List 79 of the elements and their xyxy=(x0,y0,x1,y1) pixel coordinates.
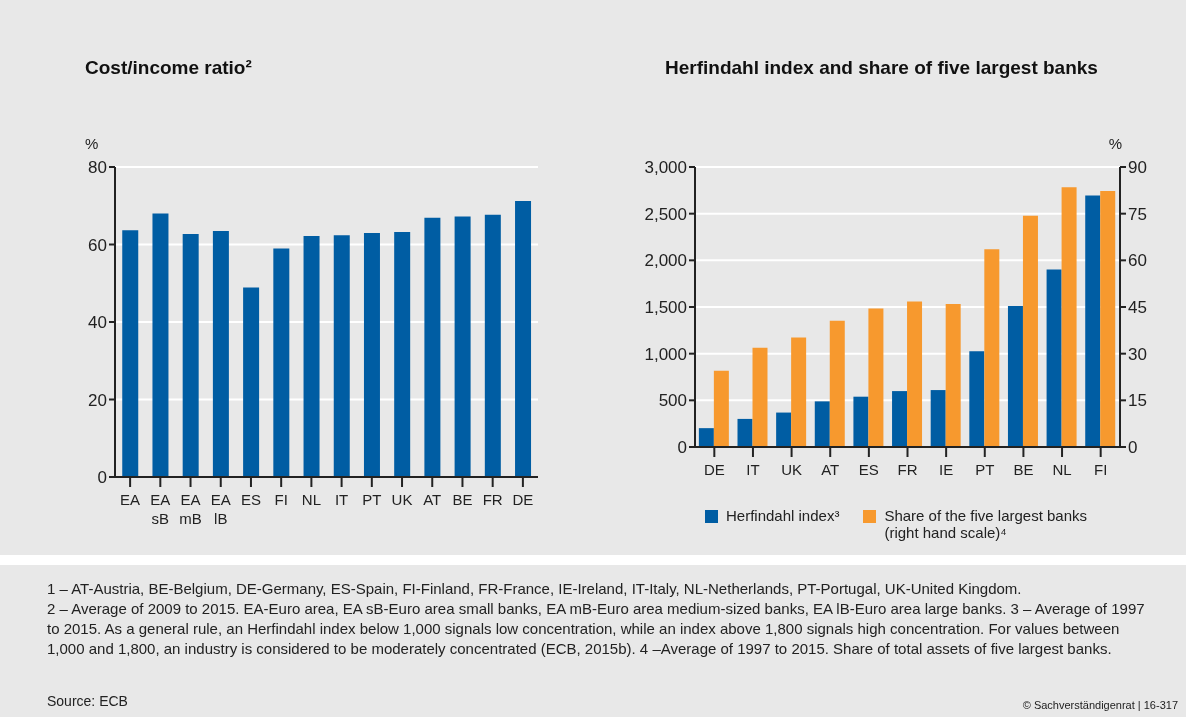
bar xyxy=(698,428,714,447)
x-tick-label: ES xyxy=(858,461,879,478)
x-tick-label: FR xyxy=(482,491,503,508)
x-tick-label: AT xyxy=(821,461,840,478)
x-tick-label: FI xyxy=(274,491,288,508)
x-tick-label: EA xyxy=(120,491,141,508)
bar xyxy=(776,412,792,447)
x-tick-label: DE xyxy=(703,461,725,478)
bar xyxy=(273,248,290,477)
y2-axis-title: % xyxy=(1108,135,1122,152)
x-tick-label: FI xyxy=(1094,461,1108,478)
bar xyxy=(303,235,320,477)
bar xyxy=(243,287,260,477)
x-tick-label: EA mB xyxy=(179,491,202,527)
text: 2 – Average of 2009 to 2015. EA-Euro area, EA sB-Euro area small banks, EA mB-Euro area medium-sized banks, EA lB-Euro area large banks. 3 – Average of 1997 to 2015. As a general rule, an Herfindahl index below 1,000 signals low concentration, while an index above 1,800 signals high concentration. For values between 1,000 and 1,800, an industry is considered to be moderately concentrated (ECB, 2015b). 4 –Average of 1997 to 2015. Share of total assets of five largest banks. xyxy=(47,599,1146,659)
x-tick-label: IT xyxy=(746,461,760,478)
y-tick-label: 1,000 xyxy=(644,344,687,364)
x-tick-label: IT xyxy=(334,491,349,508)
x-tick-label: NL xyxy=(301,491,321,508)
y-tick-label: 3,000 xyxy=(644,158,687,178)
source-note: Source: ECB xyxy=(47,692,128,711)
bar xyxy=(984,249,1000,447)
y-tick-label: 20 xyxy=(88,390,107,410)
y-tick-label: 80 xyxy=(88,158,107,178)
bar xyxy=(182,234,199,477)
y2-tick-label: 0 xyxy=(1128,438,1138,458)
bar xyxy=(907,301,923,447)
x-tick-label: EA lB xyxy=(210,491,231,527)
y-tick-label: 2,000 xyxy=(644,251,687,271)
legend-label: Herfindahl index³ xyxy=(726,507,840,524)
text: © Sachverständigenrat | 16-317 xyxy=(1022,698,1178,713)
bar xyxy=(212,230,229,477)
x-tick-label: ES xyxy=(240,491,261,508)
x-tick-label: PT xyxy=(975,461,995,478)
bar xyxy=(454,216,471,477)
x-tick-label: BE xyxy=(452,491,473,508)
bar xyxy=(945,303,961,447)
bar xyxy=(713,370,729,447)
x-tick-label: DE xyxy=(512,491,534,508)
bar xyxy=(752,347,768,447)
y2-tick-label: 15 xyxy=(1128,391,1147,411)
y-axis-title: % xyxy=(85,135,99,152)
y-tick-label: 60 xyxy=(88,235,107,255)
x-tick-label: BE xyxy=(1013,461,1034,478)
bar xyxy=(515,201,532,477)
y2-tick-label: 60 xyxy=(1128,251,1147,271)
y-tick-label: 1,500 xyxy=(644,298,687,318)
bar xyxy=(394,232,411,477)
text: 1 – AT-Austria, BE-Belgium, DE-Germany, ES-Spain, FI-Finland, FR-France, IE-Ireland, IT-Italy, NL-Netherlands, PT-Portugal, UK-United Kingdom. xyxy=(47,579,1023,599)
y-tick-label: 500 xyxy=(658,391,687,411)
y-tick-label: 40 xyxy=(88,313,107,333)
x-tick-label: AT xyxy=(423,491,442,508)
chart-title: Cost/income ratio² xyxy=(85,56,253,80)
x-tick-label: FR xyxy=(897,461,918,478)
bar xyxy=(829,320,845,447)
bar xyxy=(333,235,350,477)
bar xyxy=(484,214,501,477)
y-tick-label: 0 xyxy=(677,438,687,458)
bar xyxy=(791,337,807,447)
y2-tick-label: 30 xyxy=(1128,344,1147,364)
x-tick-label: UK xyxy=(391,491,413,508)
y2-tick-label: 45 xyxy=(1128,298,1147,318)
bar xyxy=(868,308,884,447)
bar xyxy=(363,232,380,477)
y-tick-label: 2,500 xyxy=(644,204,687,224)
x-tick-label: NL xyxy=(1052,461,1072,478)
y2-tick-label: 90 xyxy=(1128,158,1147,178)
chart-title: Herfindahl index and share of five largest banks xyxy=(665,56,1099,80)
bar xyxy=(152,213,169,477)
bar xyxy=(122,230,139,477)
bar xyxy=(737,418,753,447)
y-tick-label: 0 xyxy=(97,468,107,488)
y2-tick-label: 75 xyxy=(1128,204,1147,224)
legend-label: Share of the five largest banks (right hand scale)⁴ xyxy=(884,507,1089,541)
x-tick-label: PT xyxy=(362,491,382,508)
x-tick-label: IE xyxy=(939,461,954,478)
bar xyxy=(424,217,441,477)
x-tick-label: EA sB xyxy=(150,491,171,527)
x-tick-label: UK xyxy=(781,461,803,478)
